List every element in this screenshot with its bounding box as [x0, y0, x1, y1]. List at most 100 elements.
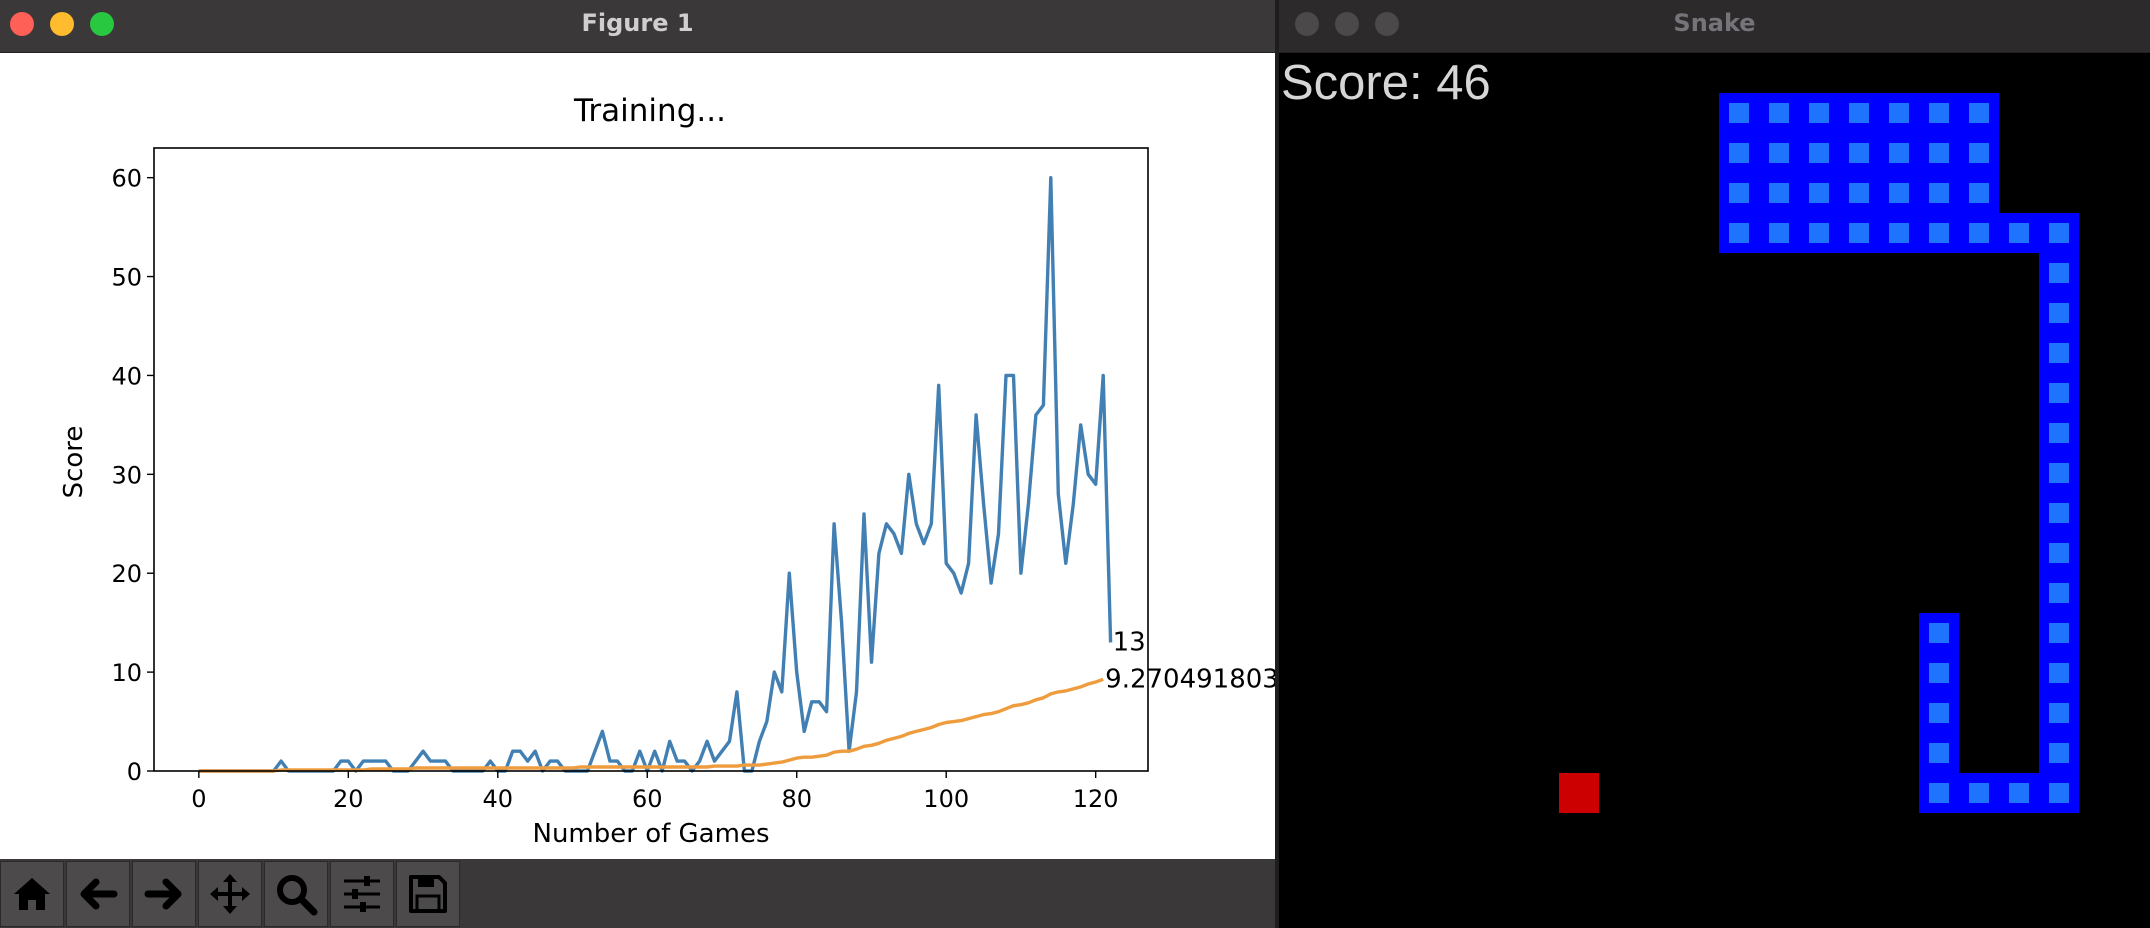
snake-segment: [1919, 133, 1959, 173]
snake-segment: [1799, 173, 1839, 213]
snake-segment-inner: [1929, 623, 1949, 643]
snake-segment-inner: [1969, 183, 1989, 203]
window-title: Snake: [1673, 9, 1756, 37]
snake-segment-inner: [1729, 183, 1749, 203]
snake-segment-inner: [1969, 223, 1989, 243]
snake-segment-inner: [2049, 783, 2069, 803]
y-tick-label: 60: [111, 165, 142, 193]
minimize-window-button[interactable]: [1335, 12, 1359, 36]
snake-segment-inner: [2009, 783, 2029, 803]
snake-segment-inner: [1929, 103, 1949, 123]
series-score-line: [198, 175, 1113, 773]
back-button[interactable]: [66, 861, 130, 927]
snake-segment: [1719, 133, 1759, 173]
snake-segment-inner: [1769, 103, 1789, 123]
snake-segment: [2039, 533, 2079, 573]
forward-arrow-icon: [144, 878, 182, 910]
snake-segment-inner: [1849, 183, 1869, 203]
snake-segment-inner: [1929, 783, 1949, 803]
close-window-button[interactable]: [1295, 12, 1319, 36]
x-tick-label: 60: [632, 785, 663, 813]
snake-segment: [2039, 653, 2079, 693]
snake-segment-inner: [1809, 103, 1829, 123]
snake-segment: [1919, 613, 1959, 653]
back-arrow-icon: [80, 878, 118, 910]
snake-segment: [1919, 173, 1959, 213]
x-tick-label: 80: [781, 785, 812, 813]
plot-frame: [153, 147, 1149, 772]
snake-segment-inner: [1929, 703, 1949, 723]
snake-segment: [1759, 93, 1799, 133]
snake-segment-inner: [1889, 223, 1909, 243]
snake-segment: [1959, 93, 1999, 133]
snake-segment-inner: [2049, 263, 2069, 283]
pan-button[interactable]: [198, 861, 262, 927]
snake-segment: [1799, 93, 1839, 133]
chart-title: Training...: [573, 93, 726, 129]
snake-segment-inner: [1969, 783, 1989, 803]
snake-segment-inner: [2049, 383, 2069, 403]
snake-segment-inner: [1889, 183, 1909, 203]
x-tick-label: 20: [333, 785, 364, 813]
forward-button[interactable]: [132, 861, 196, 927]
snake-segment-inner: [1849, 223, 1869, 243]
snake-window: Snake Score: 46: [1279, 0, 2150, 928]
game-board: Score: 46: [1279, 53, 2150, 928]
snake-segment-inner: [1809, 183, 1829, 203]
snake-segment-inner: [1969, 143, 1989, 163]
save-button[interactable]: [396, 861, 460, 927]
training-chart: Training... 0 20 40 60 80 100 120 0 10 20 30 40 50 6…: [59, 93, 1275, 849]
food-apple: [1559, 773, 1599, 813]
save-floppy-icon: [409, 875, 447, 913]
snake-segment: [1999, 773, 2039, 813]
snake-segment-inner: [1849, 143, 1869, 163]
snake-segment-inner: [2049, 703, 2069, 723]
snake-segment: [1719, 93, 1759, 133]
y-tick-label: 0: [127, 758, 142, 786]
home-button[interactable]: [0, 861, 64, 927]
snake-segment-inner: [2049, 463, 2069, 483]
y-tick-label: 20: [111, 560, 142, 588]
snake-titlebar[interactable]: Snake: [1279, 0, 2150, 53]
snake-segment-inner: [1929, 663, 1949, 683]
snake-segment: [1919, 773, 1959, 813]
snake-segment: [1999, 213, 2039, 253]
snake-segment: [1839, 93, 1879, 133]
figure-canvas: Training... 0 20 40 60 80 100 120 0 10 20 30 40 50 6…: [0, 53, 1275, 859]
configure-subplots-button[interactable]: [330, 861, 394, 927]
zoom-button[interactable]: [264, 861, 328, 927]
snake-segment-inner: [1889, 143, 1909, 163]
window-title: Figure 1: [581, 9, 694, 37]
snake-segment-inner: [2049, 343, 2069, 363]
snake-segment-inner: [1729, 143, 1749, 163]
x-tick-label: 0: [191, 785, 206, 813]
snake-segment-inner: [2049, 583, 2069, 603]
matplotlib-toolbar: [0, 859, 1275, 928]
snake-segment: [2039, 773, 2079, 813]
snake-segment: [1919, 93, 1959, 133]
zoom-window-button[interactable]: [1375, 12, 1399, 36]
pan-move-icon: [210, 874, 250, 914]
snake-segment: [1839, 213, 1879, 253]
snake-segment-inner: [2009, 223, 2029, 243]
snake-segment-inner: [1889, 103, 1909, 123]
close-window-button[interactable]: [10, 12, 34, 36]
snake-segment-inner: [2049, 303, 2069, 323]
snake-segment: [2039, 333, 2079, 373]
zoom-window-button[interactable]: [90, 12, 114, 36]
series-mean-score-line: [198, 677, 1104, 773]
figure-titlebar[interactable]: Figure 1: [0, 0, 1275, 53]
snake-segment-inner: [1729, 103, 1749, 123]
minimize-window-button[interactable]: [50, 12, 74, 36]
y-tick-label: 40: [111, 362, 142, 390]
snake-segment: [2039, 413, 2079, 453]
snake-segment-inner: [1809, 143, 1829, 163]
y-tick-label: 50: [111, 264, 142, 292]
snake-segment-inner: [1929, 743, 1949, 763]
snake-segment: [1799, 213, 1839, 253]
zoom-magnifier-icon: [277, 875, 318, 916]
snake-segment: [1719, 173, 1759, 213]
snake-segment-inner: [1729, 223, 1749, 243]
snake-segment: [2039, 293, 2079, 333]
snake-segment: [2039, 373, 2079, 413]
